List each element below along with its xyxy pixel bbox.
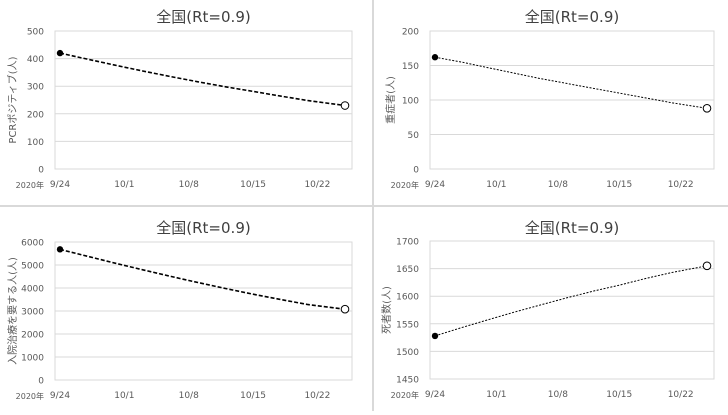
y-tick-label: 1500 [396, 348, 419, 358]
y-tick-label: 500 [27, 28, 44, 38]
x-tick-label: 10/1 [486, 390, 506, 400]
y-tick-label: 0 [413, 166, 419, 176]
start-point-marker [56, 49, 64, 57]
x-tick-label: 10/1 [114, 180, 134, 190]
chart-panel-severe: 全国(Rt=0.9) 0 50 100 150 200 9/24 10/1 10/8 10/15 1… [374, 0, 728, 205]
series-line [59, 248, 346, 310]
chart-severe: 全国(Rt=0.9) 0 50 100 150 200 9/24 10/1 10/8 10/15 1… [384, 8, 715, 190]
y-tick-label: 1550 [396, 320, 419, 330]
year-label: 2020年 [391, 390, 419, 400]
y-axis-label: PCRポジティブ(人) [6, 56, 19, 143]
x-tick-label: 10/22 [304, 391, 330, 401]
y-tick-label: 6000 [21, 239, 44, 249]
x-tick-label: 10/8 [179, 180, 199, 190]
start-point-marker [431, 332, 439, 340]
end-point-marker [702, 103, 712, 113]
y-tick-label: 300 [27, 83, 44, 93]
chart-title: 全国(Rt=0.9) [525, 8, 619, 26]
x-tick-label: 10/22 [668, 180, 694, 190]
end-point-marker [702, 261, 712, 271]
y-tick-label: 1700 [396, 238, 419, 248]
x-tick-label: 9/24 [425, 180, 445, 190]
x-tick-label: 10/15 [240, 391, 266, 401]
series-line [434, 56, 708, 109]
x-tick-label: 9/24 [425, 390, 445, 400]
end-point-marker [340, 304, 350, 314]
y-tick-label: 1450 [396, 376, 419, 386]
year-label: 2020年 [16, 180, 44, 190]
x-tick-label: 10/8 [548, 390, 568, 400]
x-tick-label: 9/24 [50, 391, 70, 401]
chart-title: 全国(Rt=0.9) [156, 8, 250, 26]
y-tick-label: 1650 [396, 265, 419, 275]
x-tick-label: 10/15 [606, 390, 632, 400]
series-line [59, 52, 346, 107]
chart-panel-pcr-positive: 全国(Rt=0.9) 0 100 200 300 400 500 9/24 10/1 10/8 10… [0, 0, 372, 205]
year-label: 2020年 [16, 391, 44, 401]
y-tick-label: 150 [402, 62, 419, 72]
chart-deaths: 全国(Rt=0.9) 1450 1500 1550 1600 1650 1700 9/24 10… [380, 219, 715, 400]
plot-frame [54, 30, 353, 170]
chart-hospitalized: 全国(Rt=0.9) 0 1000 2000 3000 4000 5000 6000 9/24 1… [6, 219, 353, 401]
year-label: 2020年 [391, 180, 419, 190]
y-axis-label: 重症者(人) [384, 76, 397, 124]
x-tick-label: 9/24 [50, 180, 70, 190]
y-tick-label: 100 [27, 138, 44, 148]
end-point-marker [340, 101, 350, 110]
y-axis-label: 入院治療を要する人(人) [6, 257, 19, 365]
y-tick-label: 3000 [21, 308, 44, 318]
y-tick-label: 2000 [21, 331, 44, 341]
y-tick-label: 400 [27, 55, 44, 65]
chart-title: 全国(Rt=0.9) [525, 219, 619, 237]
series-line [434, 265, 708, 337]
chart-title: 全国(Rt=0.9) [156, 219, 250, 237]
chart-panel-hospitalized: 全国(Rt=0.9) 0 1000 2000 3000 4000 5000 6000 9/24 1… [0, 207, 372, 411]
y-tick-label: 100 [402, 97, 419, 107]
x-tick-label: 10/15 [606, 180, 632, 190]
panel-divider-horizontal [0, 205, 728, 207]
y-tick-label: 1000 [21, 354, 44, 364]
y-tick-label: 1600 [396, 293, 419, 303]
x-tick-label: 10/8 [179, 391, 199, 401]
plot-frame [429, 240, 715, 380]
chart-panel-deaths: 全国(Rt=0.9) 1450 1500 1550 1600 1650 1700 9/24 10… [374, 207, 728, 411]
x-tick-label: 10/1 [114, 391, 134, 401]
y-tick-label: 4000 [21, 285, 44, 295]
chart-pcr-positive: 全国(Rt=0.9) 0 100 200 300 400 500 9/24 10/1 10/8 10… [6, 8, 353, 190]
y-tick-label: 0 [38, 166, 44, 176]
y-tick-label: 0 [38, 377, 44, 387]
x-tick-label: 10/22 [304, 180, 330, 190]
start-point-marker [56, 246, 64, 253]
y-tick-label: 5000 [21, 262, 44, 272]
y-tick-label: 200 [27, 110, 44, 120]
y-axis-label: 死者数(人) [380, 286, 393, 334]
x-tick-label: 10/8 [548, 180, 568, 190]
start-point-marker [431, 54, 439, 61]
x-tick-label: 10/15 [240, 180, 266, 190]
x-tick-label: 10/22 [668, 390, 694, 400]
y-tick-label: 200 [402, 28, 419, 38]
y-tick-label: 50 [408, 131, 420, 141]
x-tick-label: 10/1 [486, 180, 506, 190]
